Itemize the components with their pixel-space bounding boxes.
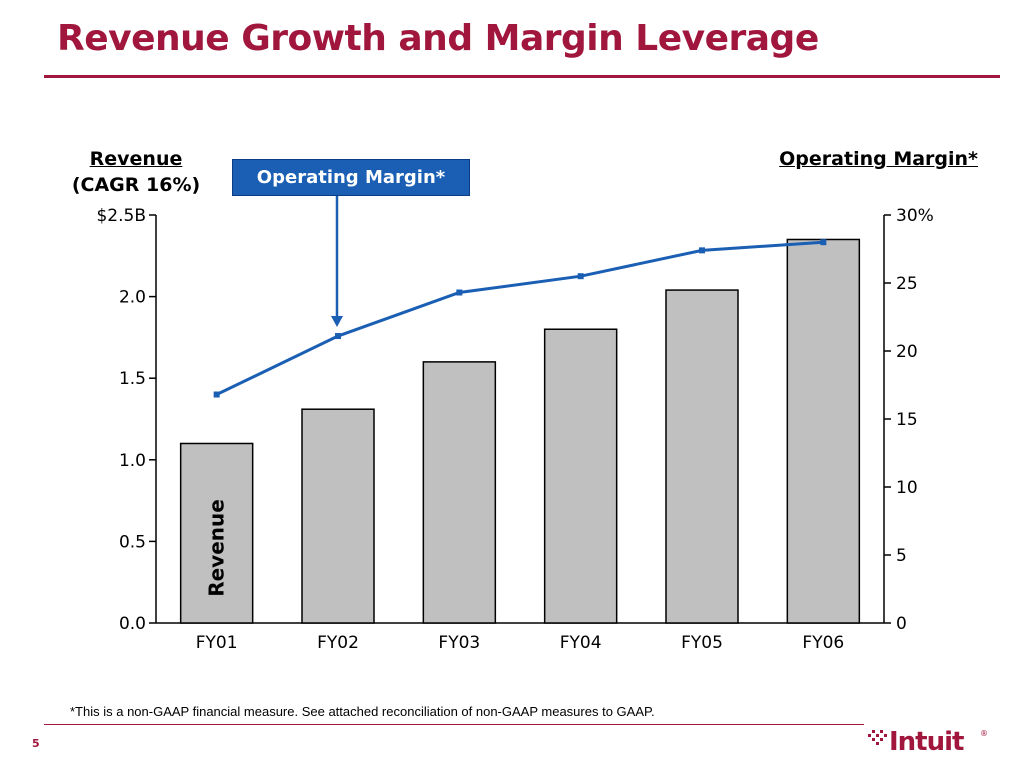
x-tick-label: FY01 <box>196 633 238 653</box>
margin-point-fy02 <box>335 333 341 340</box>
right-tick-label: 5 <box>896 546 907 566</box>
labels: 0.0 0.5 1.0 1.5 2.0 $2.5B 0 5 10 15 20 25 30% FY01 FY0… <box>96 206 933 653</box>
left-axis-title-sub: (CAGR 16%) <box>71 174 201 196</box>
right-axis-title: Operating Margin* <box>779 148 978 170</box>
right-tick-label: 25 <box>896 274 918 294</box>
revenue-bar-fy04 <box>543 328 618 624</box>
revenue-margin-chart: 0.0 0.5 1.0 1.5 2.0 $2.5B 0 5 10 15 20 25 30% FY01 FY0… <box>96 196 934 653</box>
revenue-bar-fy05 <box>665 289 739 624</box>
left-tick-label: 2.0 <box>119 288 146 308</box>
bars <box>179 238 861 624</box>
title-divider <box>44 75 1000 78</box>
right-tick-label: 0 <box>896 614 907 634</box>
operating-margin-callout: Operating Margin* <box>232 159 470 196</box>
right-tick-label: 20 <box>896 342 918 362</box>
left-tick-label: 1.5 <box>119 369 146 389</box>
revenue-bar-fy06 <box>786 238 861 624</box>
x-tick-label: FY05 <box>681 633 723 653</box>
margin-point-fy04 <box>577 273 584 280</box>
page-number: 5 <box>32 737 40 750</box>
axes <box>149 214 891 624</box>
revenue-bar-fy02 <box>301 408 375 624</box>
callout-arrow-head <box>331 316 343 328</box>
left-axis-title: Revenue (CAGR 16%) <box>40 146 232 198</box>
revenue-bar-fy01 <box>179 442 254 624</box>
bar-series-label: Revenue <box>205 499 229 597</box>
x-tick-label: FY06 <box>802 633 844 653</box>
margin-point-fy06 <box>820 239 827 246</box>
left-axis-title-main: Revenue <box>89 148 183 170</box>
footnote: *This is a non-GAAP financial measure. S… <box>70 704 655 719</box>
x-tick-label: FY03 <box>438 633 480 653</box>
svg-text:®: ® <box>980 729 988 738</box>
left-tick-label: 1.0 <box>119 451 146 471</box>
x-tick-label: FY04 <box>560 633 602 653</box>
right-tick-label: 10 <box>896 478 918 498</box>
left-tick-label: $2.5B <box>96 206 146 226</box>
margin-point-fy03 <box>456 289 463 296</box>
left-tick-label: 0.0 <box>119 614 146 634</box>
right-tick-label: 30% <box>896 206 934 226</box>
x-tick-label: FY02 <box>317 633 359 653</box>
right-tick-label: 15 <box>896 410 918 430</box>
margin-point-fy05 <box>699 247 705 254</box>
intuit-logo: Intuit ® <box>868 727 988 756</box>
slide-title: Revenue Growth and Margin Leverage <box>57 18 819 59</box>
footer-divider <box>44 724 864 725</box>
revenue-bar-fy03 <box>422 361 497 624</box>
left-tick-label: 0.5 <box>119 532 146 552</box>
svg-text:Intuit: Intuit <box>889 727 964 756</box>
margin-point-fy01 <box>213 391 220 398</box>
margin-line-path <box>216 240 824 396</box>
margin-line <box>213 196 827 398</box>
